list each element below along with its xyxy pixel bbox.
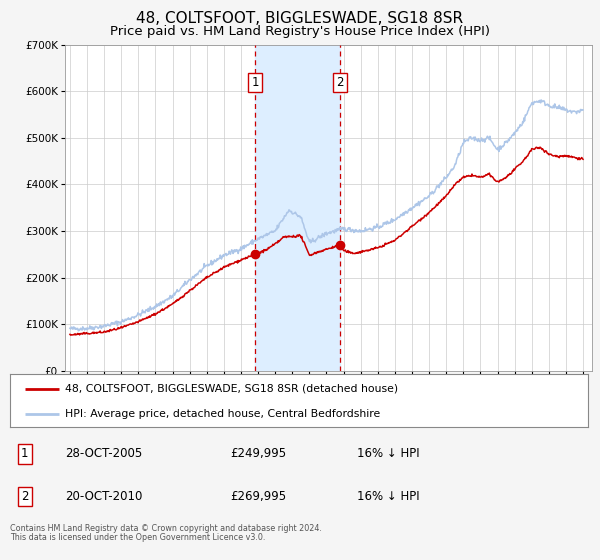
Text: 2: 2 — [337, 76, 344, 89]
Bar — [255, 45, 340, 371]
Text: 48, COLTSFOOT, BIGGLESWADE, SG18 8SR: 48, COLTSFOOT, BIGGLESWADE, SG18 8SR — [136, 11, 464, 26]
Text: 1: 1 — [21, 447, 28, 460]
Text: HPI: Average price, detached house, Central Bedfordshire: HPI: Average price, detached house, Cent… — [65, 409, 380, 419]
Text: 1: 1 — [251, 76, 259, 89]
Text: 2: 2 — [21, 490, 28, 503]
Text: 16% ↓ HPI: 16% ↓ HPI — [357, 490, 419, 503]
Text: £249,995: £249,995 — [230, 447, 286, 460]
Text: £269,995: £269,995 — [230, 490, 286, 503]
Text: 20-OCT-2010: 20-OCT-2010 — [65, 490, 142, 503]
Text: Contains HM Land Registry data © Crown copyright and database right 2024.: Contains HM Land Registry data © Crown c… — [10, 524, 322, 533]
Text: This data is licensed under the Open Government Licence v3.0.: This data is licensed under the Open Gov… — [10, 533, 266, 542]
Text: 28-OCT-2005: 28-OCT-2005 — [65, 447, 142, 460]
Text: Price paid vs. HM Land Registry's House Price Index (HPI): Price paid vs. HM Land Registry's House … — [110, 25, 490, 38]
Text: 48, COLTSFOOT, BIGGLESWADE, SG18 8SR (detached house): 48, COLTSFOOT, BIGGLESWADE, SG18 8SR (de… — [65, 384, 398, 394]
Text: 16% ↓ HPI: 16% ↓ HPI — [357, 447, 419, 460]
